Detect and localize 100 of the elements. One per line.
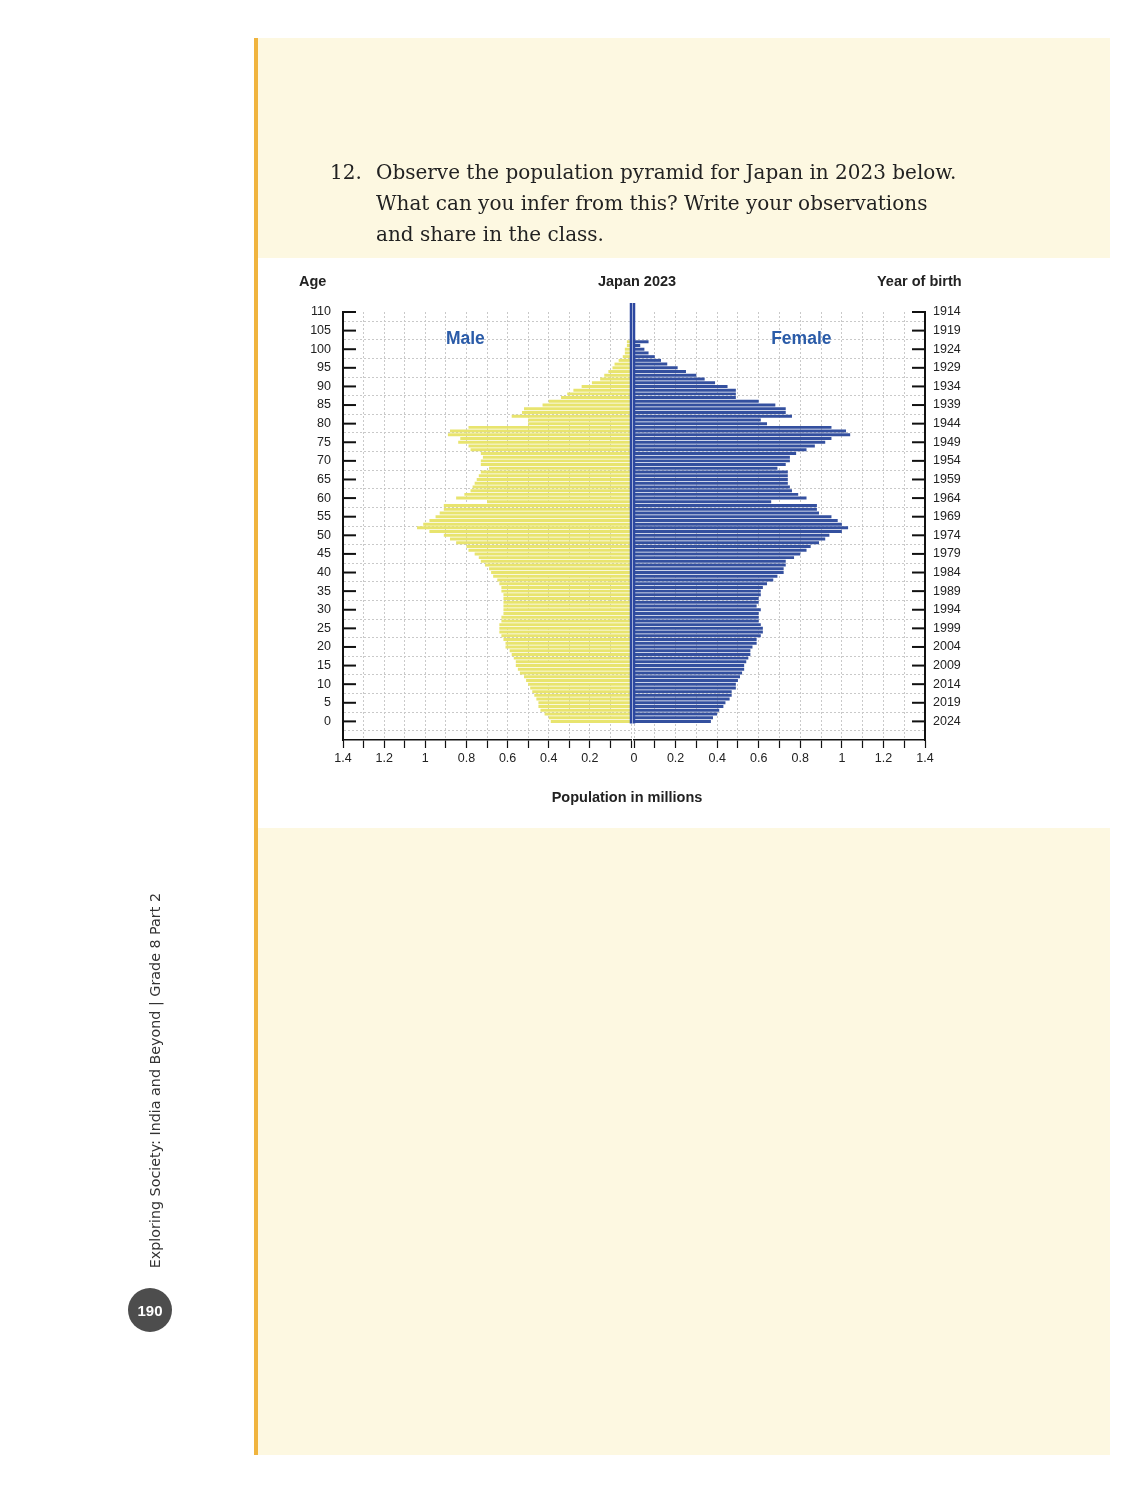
- bar: [499, 626, 631, 630]
- text: Exploring Society: India and Beyond | Grade 8 Part 2: [147, 893, 163, 1269]
- bar: [497, 578, 631, 582]
- y-tick-label: 1914: [933, 304, 961, 319]
- bar: [417, 526, 631, 530]
- bar: [480, 559, 631, 563]
- y-tick-label: 75: [317, 434, 332, 449]
- bar: [509, 649, 631, 653]
- y-axis-title: Age: [299, 272, 327, 290]
- text: Male: [445, 328, 486, 349]
- bar: [536, 697, 631, 701]
- bar: [614, 362, 631, 366]
- y-tick-label: 1969: [933, 509, 961, 524]
- x-tick-label: 0.8: [457, 750, 476, 765]
- y-tick-label: 2009: [933, 658, 961, 673]
- y-tick-label: 1944: [933, 416, 961, 431]
- y-tick-label: 2014: [933, 676, 961, 691]
- y-tick-label: 1959: [933, 471, 961, 486]
- y-tick-label: 1934: [933, 378, 961, 393]
- y-tick-label: 70: [317, 453, 332, 468]
- bar: [474, 481, 631, 485]
- y-tick-label: 50: [317, 527, 332, 542]
- x-tick-label: 0.4: [708, 750, 726, 765]
- x-tick-label: 1.4: [334, 750, 352, 765]
- bar: [480, 463, 631, 467]
- text: 12.: [330, 159, 362, 186]
- y-tick-label: 90: [317, 378, 332, 393]
- bar: [513, 656, 631, 660]
- y-tick-label: 1939: [933, 397, 961, 412]
- x-tick-label: 0.6: [498, 750, 517, 765]
- y-axis-title: Year of birth: [877, 272, 962, 290]
- bar: [480, 459, 631, 463]
- bar: [501, 619, 631, 623]
- bar: [548, 716, 631, 720]
- bar: [505, 641, 631, 645]
- bar: [505, 645, 631, 649]
- bar: [456, 496, 631, 500]
- bar: [538, 701, 631, 705]
- x-tick-label: 1: [421, 750, 429, 765]
- bar: [511, 414, 631, 418]
- bar: [534, 693, 631, 697]
- chart-title: Japan 2023: [597, 272, 677, 290]
- y-tick-label: 20: [317, 639, 332, 654]
- y-tick-label: 1929: [933, 360, 961, 375]
- bar: [491, 571, 631, 575]
- bar: [476, 477, 631, 481]
- bar: [515, 660, 631, 664]
- bar: [526, 678, 631, 682]
- y-tick-label: 45: [317, 546, 332, 561]
- y-tick-label: 25: [317, 620, 332, 635]
- bar: [503, 608, 631, 612]
- y-tick-label: 10: [317, 676, 332, 691]
- bar: [538, 705, 631, 708]
- bar: [608, 370, 631, 374]
- bar: [480, 470, 631, 474]
- bar: [515, 664, 631, 668]
- bar: [499, 630, 631, 634]
- bar: [489, 567, 631, 571]
- y-tick-label: 40: [317, 564, 332, 579]
- bar: [501, 615, 631, 619]
- bar: [470, 448, 631, 452]
- y-tick-label: 1964: [933, 490, 961, 505]
- y-tick-label: 5: [324, 695, 332, 710]
- y-tick-label: 65: [317, 471, 332, 486]
- y-tick-label: 80: [317, 416, 332, 431]
- bar: [503, 638, 631, 641]
- text: Observe the population pyramid for Japan in 2023 below. What can you infer from this? Write your observations and share in the class.: [376, 159, 958, 248]
- y-tick-label: 1954: [933, 453, 961, 468]
- bar: [449, 429, 631, 433]
- bar: [511, 652, 631, 656]
- y-tick-label: 1994: [933, 602, 961, 617]
- bar: [501, 585, 631, 589]
- bar: [503, 597, 631, 601]
- y-tick-label: 2024: [933, 713, 961, 728]
- bar: [499, 582, 631, 586]
- x-tick-label: 0.2: [666, 750, 685, 765]
- bar: [544, 712, 631, 716]
- bar: [612, 366, 631, 370]
- y-tick-label: 1984: [933, 564, 961, 579]
- bar: [493, 574, 631, 578]
- bar: [540, 708, 631, 712]
- bar: [550, 719, 631, 723]
- y-tick-label: 15: [317, 658, 332, 673]
- bar: [443, 507, 631, 511]
- y-tick-label: 1974: [933, 527, 961, 542]
- bar: [439, 511, 631, 515]
- x-tick-label: 0.4: [540, 750, 558, 765]
- bar: [530, 686, 631, 690]
- bar: [501, 589, 631, 593]
- bar: [517, 667, 631, 671]
- bar: [622, 355, 631, 359]
- bar: [447, 433, 631, 437]
- x-tick-label: 0.8: [791, 750, 810, 765]
- y-tick-label: 105: [310, 323, 332, 338]
- y-tick-label: 35: [317, 583, 332, 598]
- bar: [478, 474, 631, 478]
- y-tick-label: 85: [317, 397, 332, 412]
- bar: [604, 373, 631, 377]
- y-tick-label: 2019: [933, 695, 961, 710]
- x-tick-label: 1.2: [375, 750, 393, 765]
